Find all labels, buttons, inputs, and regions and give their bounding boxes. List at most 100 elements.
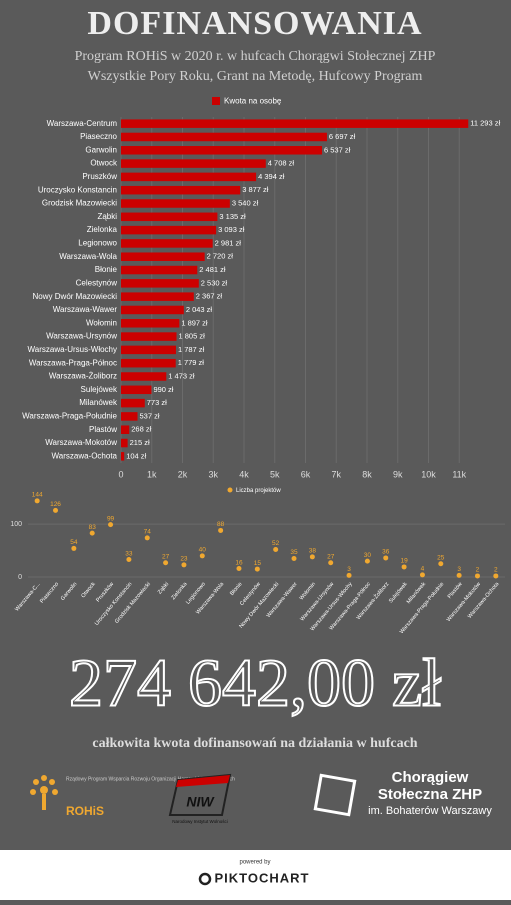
dot bbox=[456, 572, 462, 578]
value-label: 38 bbox=[309, 548, 317, 555]
bar bbox=[121, 199, 230, 208]
bar bbox=[121, 159, 266, 168]
bar bbox=[121, 239, 213, 248]
category-label: Błonie bbox=[95, 265, 118, 274]
value-label: 2 720 zł bbox=[207, 252, 234, 261]
value-label: 54 bbox=[70, 539, 78, 546]
total-amount: 274 642,00 zł bbox=[69, 645, 441, 721]
value-label: 144 bbox=[32, 492, 43, 499]
powered-by: powered by bbox=[239, 860, 270, 866]
niw-stripe bbox=[176, 775, 230, 787]
rohis-name: ROHiS bbox=[66, 804, 104, 818]
value-label: 126 bbox=[50, 501, 61, 508]
category-label: Warszawa-Praga-Południe bbox=[22, 412, 117, 421]
dot bbox=[218, 527, 224, 533]
category-label: Otwock bbox=[90, 159, 118, 168]
value-label: 3 877 zł bbox=[242, 185, 269, 194]
dot bbox=[309, 554, 315, 560]
value-label: 23 bbox=[180, 556, 188, 563]
x-tick-label: 6k bbox=[301, 469, 311, 479]
value-label: 2 bbox=[476, 567, 480, 574]
bar bbox=[121, 292, 194, 301]
x-tick-label: 5k bbox=[270, 469, 280, 479]
bar bbox=[121, 212, 218, 222]
category-label: Milanówek bbox=[79, 398, 118, 407]
value-label: 2 bbox=[494, 567, 498, 574]
dot bbox=[144, 535, 150, 541]
zhp-line: Stołeczna ZHP bbox=[378, 786, 482, 803]
bar bbox=[121, 412, 138, 421]
value-label: 35 bbox=[290, 549, 298, 556]
bar bbox=[121, 372, 167, 381]
category-label: Uroczysko Konstancin bbox=[38, 185, 117, 194]
dot bbox=[89, 530, 95, 536]
value-label: 74 bbox=[144, 529, 152, 536]
brand-icon bbox=[198, 872, 212, 886]
bar bbox=[121, 185, 241, 195]
category-label: Pruszków bbox=[82, 172, 117, 181]
dot bbox=[53, 507, 59, 513]
bar bbox=[121, 225, 217, 235]
bar bbox=[121, 305, 184, 315]
bar bbox=[121, 132, 327, 142]
category-label: Garwolin bbox=[85, 145, 117, 154]
dot bbox=[346, 572, 352, 578]
value-label: 27 bbox=[162, 553, 170, 560]
value-label: 19 bbox=[400, 558, 408, 565]
dot bbox=[291, 555, 297, 561]
value-label: 1 805 zł bbox=[179, 332, 206, 341]
value-label: 1 779 zł bbox=[178, 358, 205, 367]
value-label: 1 897 zł bbox=[181, 318, 208, 327]
dot bbox=[236, 566, 242, 572]
value-label: 1 787 zł bbox=[178, 345, 205, 354]
x-tick-label: 10k bbox=[421, 469, 436, 479]
value-label: 83 bbox=[89, 524, 97, 531]
category-label: Grodzisk Mazowiecki bbox=[42, 199, 117, 208]
zhp-line: Chorągiew bbox=[392, 769, 469, 786]
bar bbox=[121, 332, 177, 341]
dot bbox=[401, 564, 407, 570]
value-label: 990 zł bbox=[153, 385, 173, 394]
value-label: 2 367 zł bbox=[196, 292, 223, 301]
niw-logo: NIW Narodowy Instytut Wolności bbox=[168, 773, 232, 824]
y-tick-label: 100 bbox=[10, 521, 22, 528]
subtitle: Program ROHiS w 2020 r. w hufcach Chorąg… bbox=[75, 49, 436, 64]
category-label: Warszawa-Wawer bbox=[53, 305, 118, 314]
value-label: 52 bbox=[272, 540, 280, 547]
value-label: 4 394 zł bbox=[258, 172, 285, 181]
dot bbox=[126, 557, 132, 563]
category-label: Sulejówek bbox=[81, 385, 118, 394]
bar bbox=[121, 119, 469, 128]
value-label: 3 093 zł bbox=[218, 225, 245, 234]
zhp-logo: Chorągiew Stołeczna ZHP im. Bohaterów Wa… bbox=[313, 769, 492, 817]
value-label: 4 bbox=[421, 566, 425, 573]
bar bbox=[121, 452, 125, 461]
value-label: 2 481 zł bbox=[199, 265, 226, 274]
category-label: Warszawa-Mokotów bbox=[45, 438, 117, 447]
niw-text: Narodowy Instytut Wolności bbox=[172, 819, 227, 824]
value-label: 3 540 zł bbox=[232, 198, 259, 207]
value-label: 3 bbox=[347, 566, 351, 573]
dot bbox=[108, 522, 114, 528]
dot bbox=[328, 560, 334, 566]
value-label: 27 bbox=[327, 553, 335, 560]
x-tick-label: 8k bbox=[362, 469, 372, 479]
value-label: 25 bbox=[437, 554, 445, 561]
bar bbox=[121, 345, 176, 355]
value-label: 537 zł bbox=[140, 411, 160, 420]
value-label: 88 bbox=[217, 521, 225, 528]
value-label: 40 bbox=[199, 547, 207, 554]
rohis-text: Rządowy Program Wsparcia Rozwoju Organiz… bbox=[66, 776, 235, 782]
rohis-logo: Rządowy Program Wsparcia Rozwoju Organiz… bbox=[30, 775, 235, 818]
category-label: Warszawa-Ursus-Włochy bbox=[28, 345, 118, 354]
bar bbox=[121, 438, 128, 448]
value-label: 268 zł bbox=[131, 425, 151, 434]
category-label: Warszawa-Praga-Północ bbox=[29, 358, 117, 367]
dot bbox=[199, 553, 205, 559]
value-label: 773 zł bbox=[147, 398, 167, 407]
bar bbox=[121, 146, 323, 155]
background bbox=[0, 0, 511, 850]
bar bbox=[121, 358, 176, 368]
category-label: Warszawa-Wola bbox=[59, 252, 117, 261]
title: DOFINANSOWANIA bbox=[87, 5, 422, 42]
